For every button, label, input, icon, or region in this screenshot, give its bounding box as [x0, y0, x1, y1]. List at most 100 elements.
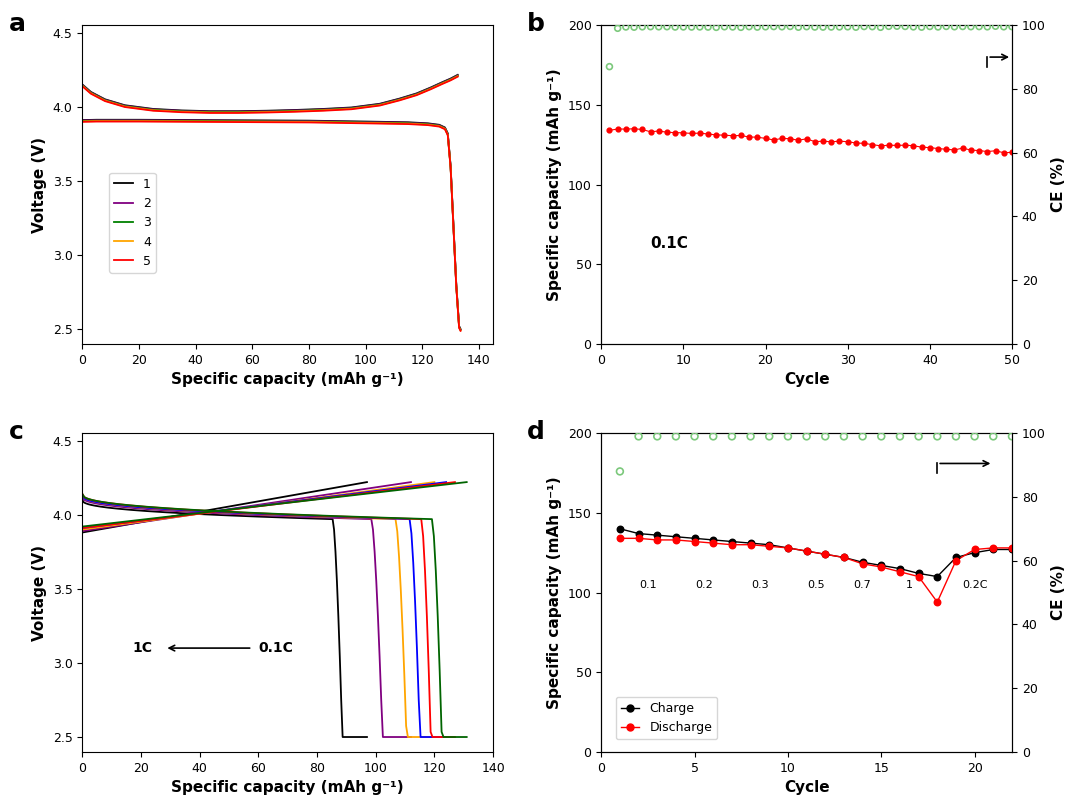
Point [642, 125, 659, 138]
Point [891, 565, 908, 578]
Point [873, 430, 890, 443]
Point [823, 135, 840, 148]
Text: 0.1: 0.1 [639, 580, 657, 590]
Point [921, 141, 939, 154]
Point [765, 133, 782, 146]
Point [642, 20, 659, 33]
2 [345, 103, 357, 112]
Point [742, 538, 759, 551]
1 [448, 71, 461, 81]
2 [410, 89, 423, 99]
5 [393, 95, 406, 105]
1 [424, 83, 437, 92]
Text: 1C: 1C [133, 641, 152, 655]
2 [203, 107, 216, 116]
Point [650, 20, 667, 33]
3 [410, 90, 423, 100]
Point [896, 138, 914, 151]
Text: d: d [527, 421, 545, 444]
Point [659, 20, 676, 33]
Point [686, 535, 703, 548]
Point [630, 430, 647, 443]
X-axis label: Specific capacity (mAh g⁻¹): Specific capacity (mAh g⁻¹) [172, 372, 404, 388]
Point [798, 133, 815, 146]
4 [410, 90, 423, 100]
Line: 1: 1 [82, 75, 458, 111]
Point [707, 129, 725, 142]
3 [232, 108, 245, 117]
Point [798, 20, 815, 33]
1 [345, 103, 357, 112]
Point [773, 132, 791, 145]
1 [260, 106, 273, 116]
Point [649, 529, 666, 542]
Text: 0.2C: 0.2C [962, 580, 987, 590]
Point [831, 135, 848, 148]
3 [84, 88, 97, 98]
5 [451, 72, 464, 82]
Point [760, 538, 778, 551]
Point [930, 20, 947, 33]
3 [448, 72, 461, 82]
Point [667, 430, 685, 443]
3 [175, 107, 188, 116]
Text: a: a [9, 12, 26, 36]
5 [260, 108, 273, 117]
5 [374, 100, 387, 110]
Point [609, 122, 626, 135]
3 [147, 105, 160, 115]
2 [435, 78, 448, 87]
Point [946, 143, 963, 156]
X-axis label: Cycle: Cycle [784, 372, 829, 388]
Point [839, 20, 856, 33]
Point [891, 562, 908, 575]
Y-axis label: CE (%): CE (%) [1051, 157, 1066, 213]
Point [985, 541, 1002, 554]
Point [618, 123, 635, 136]
2 [316, 104, 329, 114]
4 [232, 108, 245, 117]
X-axis label: Cycle: Cycle [784, 780, 829, 795]
2 [260, 106, 273, 116]
Point [773, 20, 791, 33]
Point [649, 533, 666, 546]
1 [84, 87, 97, 97]
4 [147, 105, 160, 115]
X-axis label: Specific capacity (mAh g⁻¹): Specific capacity (mAh g⁻¹) [172, 780, 404, 795]
1 [119, 100, 132, 110]
Point [978, 20, 996, 33]
Point [789, 133, 807, 146]
4 [203, 108, 216, 117]
4 [435, 78, 448, 88]
1 [288, 105, 301, 115]
Point [683, 127, 700, 140]
Point [854, 430, 872, 443]
Point [798, 544, 815, 557]
Point [630, 527, 647, 540]
Text: c: c [9, 421, 24, 444]
2 [119, 101, 132, 111]
3 [316, 105, 329, 115]
Point [1003, 541, 1021, 554]
Point [864, 138, 881, 151]
4 [288, 107, 301, 116]
2 [288, 106, 301, 116]
Point [724, 20, 741, 33]
Point [921, 20, 939, 33]
Point [691, 20, 708, 33]
Point [780, 541, 797, 554]
Point [611, 532, 629, 544]
Point [732, 129, 750, 142]
Point [854, 556, 872, 569]
2 [444, 74, 457, 84]
Point [716, 20, 733, 33]
Line: 4: 4 [82, 76, 458, 112]
Text: 0.7: 0.7 [853, 580, 872, 590]
Point [971, 144, 988, 157]
5 [203, 108, 216, 118]
Point [732, 21, 750, 34]
Line: 5: 5 [82, 77, 458, 113]
1 [451, 70, 464, 80]
Point [929, 595, 946, 608]
4 [448, 73, 461, 83]
